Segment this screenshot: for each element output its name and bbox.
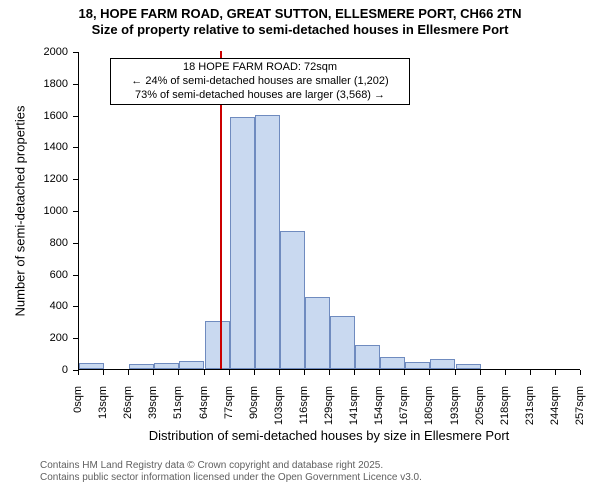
x-tick	[455, 370, 457, 375]
histogram-bar	[79, 363, 104, 369]
y-tick-label: 200	[0, 332, 68, 344]
x-tick	[304, 370, 306, 375]
x-tick-label: 77sqm	[223, 386, 235, 436]
x-tick	[128, 370, 130, 375]
x-tick	[204, 370, 206, 375]
y-tick-label: 1400	[0, 141, 68, 153]
y-tick	[73, 338, 78, 340]
y-tick-label: 2000	[0, 46, 68, 58]
x-tick	[530, 370, 532, 375]
y-tick-label: 800	[0, 237, 68, 249]
x-tick-label: 205sqm	[474, 386, 486, 436]
y-tick-label: 1800	[0, 78, 68, 90]
x-tick	[153, 370, 155, 375]
x-tick-label: 141sqm	[348, 386, 360, 436]
x-tick-label: 64sqm	[198, 386, 210, 436]
histogram-bar	[179, 361, 204, 369]
x-tick-label: 244sqm	[549, 386, 561, 436]
x-tick	[229, 370, 231, 375]
histogram-bar	[230, 117, 255, 369]
annotation-box: 18 HOPE FARM ROAD: 72sqm← 24% of semi-de…	[110, 58, 410, 105]
y-tick	[73, 84, 78, 86]
x-tick	[429, 370, 431, 375]
y-tick-label: 0	[0, 364, 68, 376]
x-tick-label: 0sqm	[72, 386, 84, 436]
x-tick-label: 129sqm	[323, 386, 335, 436]
histogram-bar	[355, 345, 380, 369]
annotation-line-3: 73% of semi-detached houses are larger (…	[115, 89, 405, 103]
attribution-text: Contains HM Land Registry data © Crown c…	[40, 460, 422, 483]
y-tick-label: 1000	[0, 205, 68, 217]
x-tick-label: 154sqm	[373, 386, 385, 436]
x-tick	[103, 370, 105, 375]
histogram-bar	[129, 364, 154, 369]
histogram-bar	[405, 362, 430, 369]
histogram-bar	[154, 363, 179, 369]
x-tick	[555, 370, 557, 375]
title-line-1: 18, HOPE FARM ROAD, GREAT SUTTON, ELLESM…	[78, 6, 521, 21]
x-tick-label: 51sqm	[172, 386, 184, 436]
y-tick	[73, 179, 78, 181]
histogram-bar	[280, 231, 305, 369]
histogram-bar	[330, 316, 355, 369]
histogram-bar	[430, 359, 455, 369]
histogram-bar	[205, 321, 230, 369]
x-tick-label: 26sqm	[122, 386, 134, 436]
y-tick-label: 600	[0, 269, 68, 281]
y-tick	[73, 147, 78, 149]
histogram-bar	[255, 115, 280, 369]
x-tick	[254, 370, 256, 375]
histogram-bar	[456, 364, 481, 369]
attribution-line-1: Contains HM Land Registry data © Crown c…	[40, 460, 383, 471]
x-tick-label: 103sqm	[273, 386, 285, 436]
x-tick	[329, 370, 331, 375]
title-line-2: Size of property relative to semi-detach…	[92, 22, 509, 37]
y-tick	[73, 306, 78, 308]
histogram-bar	[380, 357, 405, 369]
x-tick-label: 167sqm	[398, 386, 410, 436]
y-tick	[73, 116, 78, 118]
x-tick	[379, 370, 381, 375]
y-tick	[73, 275, 78, 277]
x-tick	[580, 370, 582, 375]
annotation-line-2: ← 24% of semi-detached houses are smalle…	[115, 75, 405, 89]
x-tick-label: 13sqm	[97, 386, 109, 436]
x-tick-label: 231sqm	[524, 386, 536, 436]
x-tick	[279, 370, 281, 375]
x-tick-label: 90sqm	[248, 386, 260, 436]
y-tick-label: 1200	[0, 173, 68, 185]
x-tick-label: 193sqm	[449, 386, 461, 436]
x-tick	[505, 370, 507, 375]
x-tick-label: 257sqm	[574, 386, 586, 436]
x-tick-label: 116sqm	[298, 386, 310, 436]
annotation-line-1: 18 HOPE FARM ROAD: 72sqm	[115, 61, 405, 75]
y-tick-label: 400	[0, 300, 68, 312]
x-tick-label: 180sqm	[423, 386, 435, 436]
x-tick	[78, 370, 80, 375]
x-tick-label: 218sqm	[499, 386, 511, 436]
figure-root: 18, HOPE FARM ROAD, GREAT SUTTON, ELLESM…	[0, 0, 600, 500]
x-tick	[354, 370, 356, 375]
histogram-bar	[305, 297, 330, 369]
y-tick	[73, 243, 78, 245]
y-tick	[73, 211, 78, 213]
attribution-line-2: Contains public sector information licen…	[40, 472, 422, 483]
x-tick	[404, 370, 406, 375]
x-tick	[480, 370, 482, 375]
x-tick	[178, 370, 180, 375]
x-tick-label: 39sqm	[147, 386, 159, 436]
chart-title: 18, HOPE FARM ROAD, GREAT SUTTON, ELLESM…	[0, 6, 600, 39]
y-tick	[73, 52, 78, 54]
y-tick-label: 1600	[0, 110, 68, 122]
